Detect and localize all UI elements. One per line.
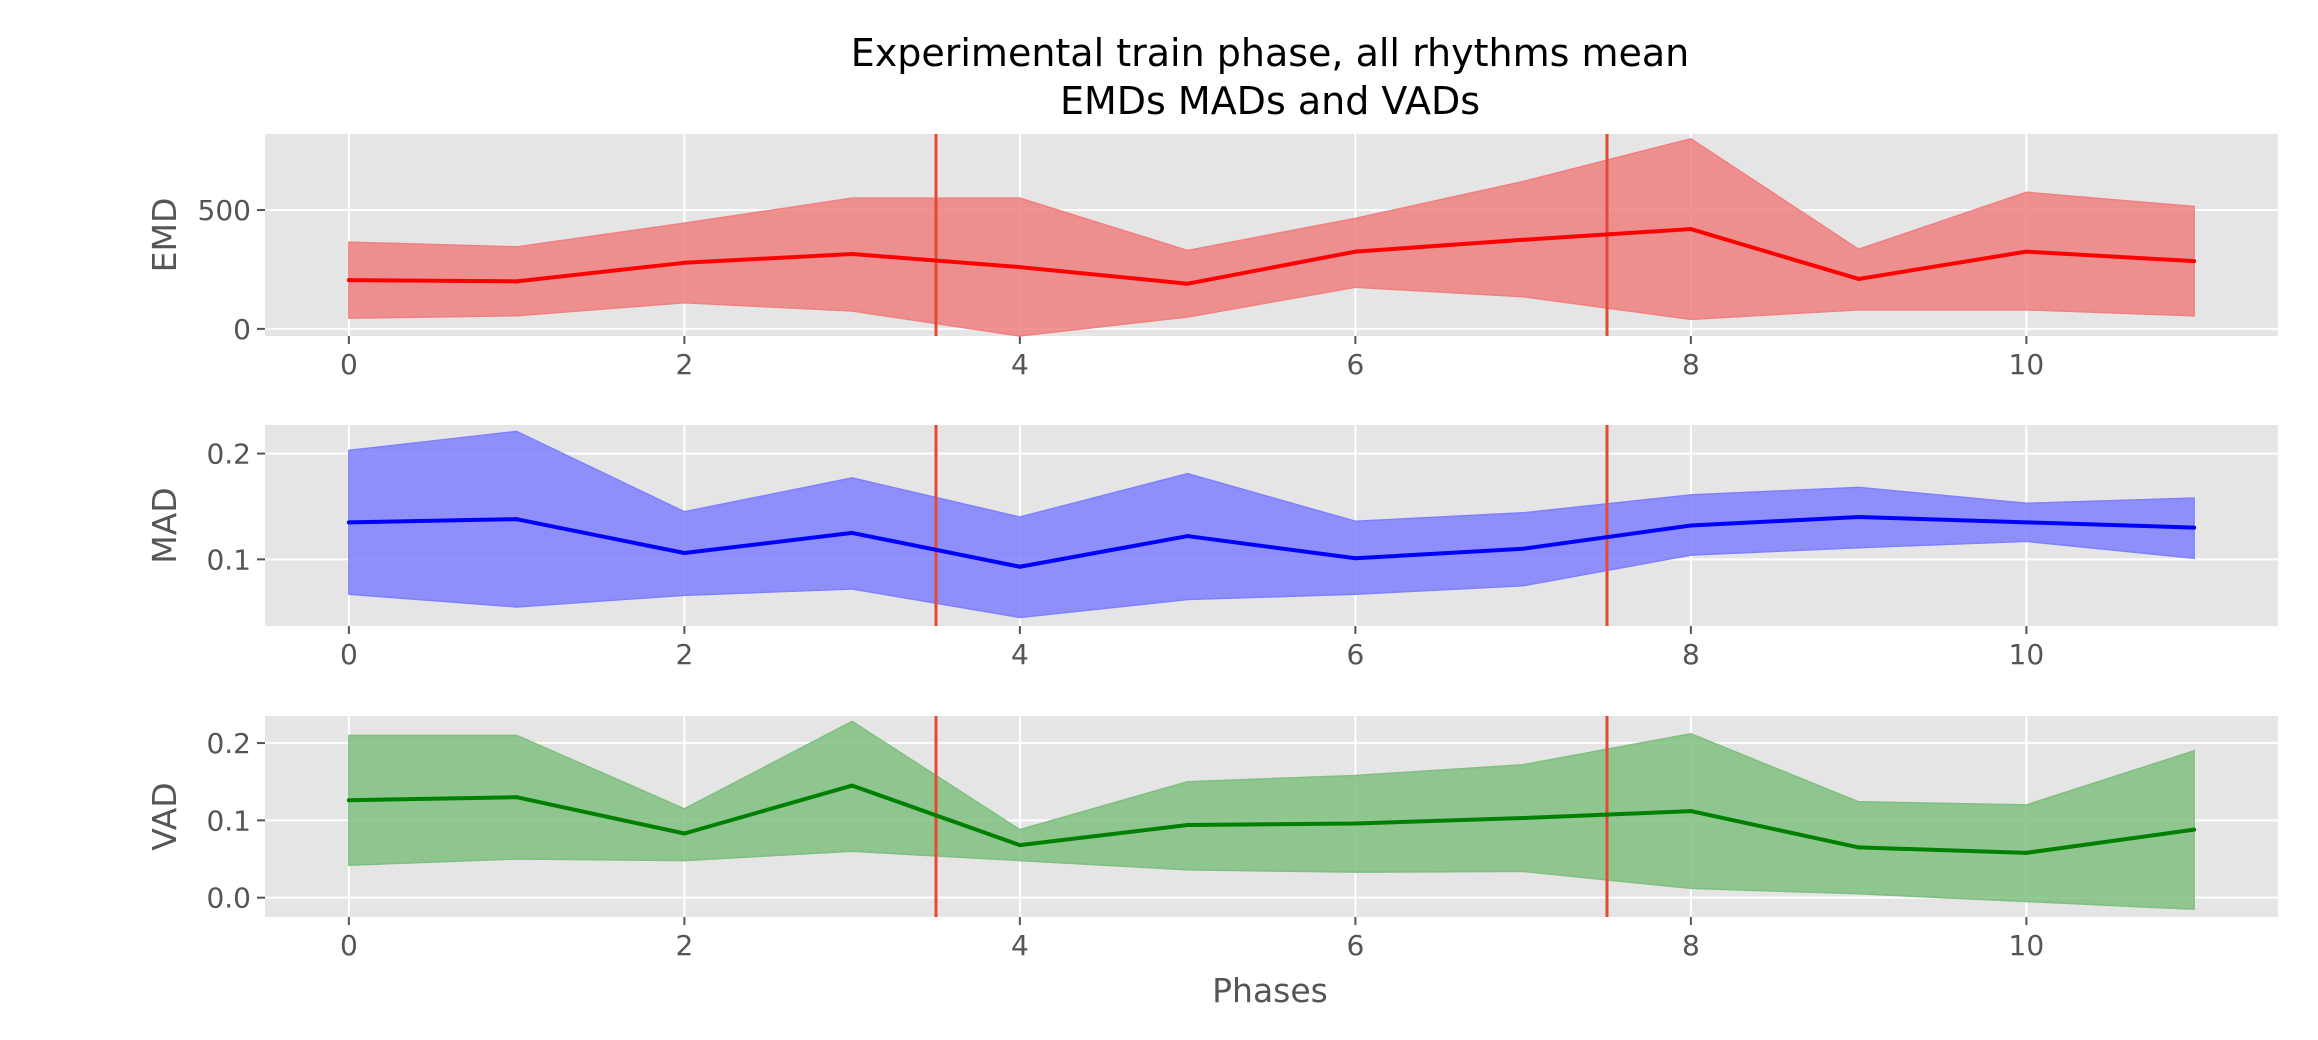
emd-point [1521,237,1526,242]
chart-title-line-1: Experimental train phase, all rhythms me… [851,31,1690,75]
vad-x-tick-label: 4 [1011,929,1029,962]
mad-y-tick-label: 0.2 [206,438,251,471]
emd-point [1017,265,1022,270]
vad-point [1856,845,1861,850]
vad-point [682,831,687,836]
emd-x-tick-label: 10 [2009,348,2045,381]
mad-point [682,551,687,556]
mad-x-tick-label: 4 [1011,638,1029,671]
mad-point [2024,520,2029,525]
emd-x-tick-label: 8 [1682,348,1700,381]
x-axis-label: Phases [1212,971,1328,1010]
vad-y-tick-label: 0.2 [206,727,251,760]
vad-x-tick-label: 2 [675,929,693,962]
vad-point [1521,816,1526,821]
mad-point [1017,564,1022,569]
mad-x-tick-label: 8 [1682,638,1700,671]
mad-y-tick-label: 0.1 [206,543,251,576]
emd-panel: 0 2 4 6 8 10 0 500 EMD [145,134,2278,381]
mad-mean-line [348,515,2195,569]
emd-point [1185,281,1190,286]
emd-mean-line [348,227,2195,286]
emd-point [850,252,855,257]
emd-x-tick-label: 6 [1346,348,1364,381]
emd-x-tick-label: 4 [1011,348,1029,381]
mad-point [2192,525,2197,530]
mad-x-tick-label: 0 [340,638,358,671]
mad-point [1353,556,1358,561]
vad-y-tick-label: 0.0 [206,882,251,915]
vad-mean-line [348,783,2195,855]
emd-point [346,278,351,283]
vad-x-tick-label: 10 [2009,929,2045,962]
mad-x-tick-label: 2 [675,638,693,671]
vad-point [346,798,351,803]
emd-point [514,279,519,284]
mad-x-tick-label: 10 [2009,638,2045,671]
vad-point [1688,809,1693,814]
vad-point [2192,827,2197,832]
emd-x-tick-label: 0 [340,348,358,381]
emd-y-axis-label: EMD [145,198,184,273]
emd-y-tick-label: 500 [198,194,251,227]
vad-point [1353,821,1358,826]
mad-point [1856,515,1861,520]
emd-point [1688,227,1693,232]
vad-point [2024,850,2029,855]
mad-x-tick-label: 6 [1346,638,1364,671]
vad-y-tick-label: 0.1 [206,804,251,837]
vad-x-tick-label: 8 [1682,929,1700,962]
mad-panel: 0 2 4 6 8 10 0.1 0.2 MAD [145,425,2278,671]
vad-point [514,795,519,800]
emd-point [1353,249,1358,254]
emd-point [1856,276,1861,281]
vad-point [850,783,855,788]
mad-point [1185,534,1190,539]
mad-y-axis-label: MAD [145,487,184,563]
vad-panel: 0 2 4 6 8 10 0.0 0.1 0.2 VAD [145,716,2278,962]
emd-band [348,137,2195,337]
vad-point [1017,843,1022,848]
vad-point [1185,823,1190,828]
vad-x-tick-label: 6 [1346,929,1364,962]
emd-y-tick-label: 0 [233,313,251,346]
mad-point [1521,546,1526,551]
vad-y-axis-label: VAD [145,782,184,850]
chart-panels: 0 2 4 6 8 10 0 500 EMD 0 2 4 6 8 10 0.1 0.2 MAD 0 2 4 6 8 10 0.0… [145,134,2278,962]
emd-point [2024,249,2029,254]
chart-title-line-2: EMDs MADs and VADs [1060,79,1480,123]
mad-point [346,520,351,525]
mad-point [850,530,855,535]
mad-point [1688,523,1693,528]
emd-point [2192,259,2197,264]
mad-point [514,517,519,522]
vad-band [348,720,2195,911]
vad-x-tick-label: 0 [340,929,358,962]
emd-x-tick-label: 2 [675,348,693,381]
emd-point [682,260,687,265]
mad-band [348,430,2195,619]
